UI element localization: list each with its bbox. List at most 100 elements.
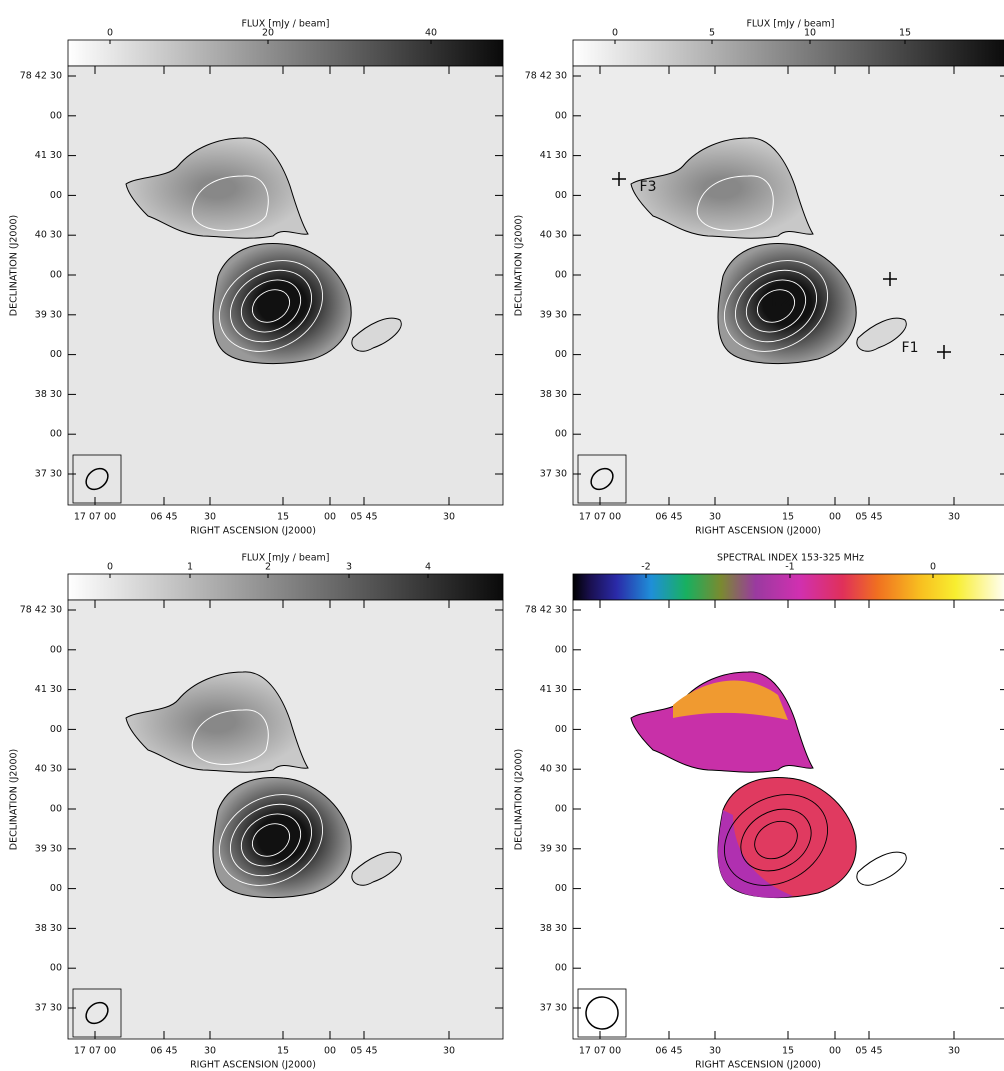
x-tick-label: 17 07 00 [74,512,116,523]
south-contour [218,794,324,886]
y-tick-label: 78 42 30 [20,605,62,616]
y-tick-label: 00 [50,644,62,655]
y-tick-label: 00 [555,349,567,360]
colorbar-tick-label: 5 [709,28,715,39]
plot-frame [67,599,504,1040]
x-axis-label: RIGHT ASCENSION (J2000) [695,1060,821,1071]
north-lobe [630,137,814,239]
contour [754,820,798,860]
north-contour [191,175,269,231]
y-tick-label: 41 30 [540,684,567,695]
south-contour [745,279,807,333]
x-tick-label: 30 [204,512,216,523]
y-tick-label: 38 30 [540,389,567,400]
x-axis-label: RIGHT ASCENSION (J2000) [190,526,316,537]
x-tick-label: 30 [443,512,455,523]
contour [740,808,812,872]
colorbar-tick-label: -1 [785,562,794,573]
south-contour [218,260,324,352]
y-tick-label: 41 30 [35,684,62,695]
south-lobe [212,776,352,899]
y-tick-label: 00 [555,429,567,440]
south-contour [251,289,291,323]
south-contour [756,289,796,323]
colorbar-tick-label: 10 [804,28,816,39]
x-tick-label: 06 45 [150,512,177,523]
x-tick-label: 17 07 00 [74,1046,116,1057]
colorbar [572,39,1004,67]
colorbar-tick-label: 0 [930,562,936,573]
colorbar-label: SPECTRAL INDEX 153-325 MHz [717,553,864,564]
panel: SPECTRAL INDEX 153-325 MHz -2 -1 0 78 42 30 0… [514,553,1004,1071]
source-label: F3 [640,179,657,195]
y-tick-label: 41 30 [35,150,62,161]
south-lobe [717,242,857,365]
y-tick-label: 78 42 30 [525,71,567,82]
y-tick-label: 00 [50,724,62,735]
north-lobe [125,671,309,773]
f1-source [856,317,907,352]
beam [590,467,614,491]
north-contour [696,175,774,231]
plot-frame [67,65,504,506]
south-contour [251,823,291,857]
colorbar-label: FLUX [mJy / beam] [746,19,834,30]
colorbar-tick-label: -2 [641,562,650,573]
x-tick-label: 17 07 00 [579,512,621,523]
beam [85,1001,109,1025]
x-tick-label: 30 [709,1046,721,1057]
x-tick-label: 15 [782,1046,794,1057]
x-axis-label: RIGHT ASCENSION (J2000) [190,1060,316,1071]
y-tick-label: 00 [50,110,62,121]
beam-box [72,454,122,504]
colorbar-tick-label: 0 [107,28,113,39]
source-label: F1 [902,340,919,356]
x-tick-label: 15 [277,1046,289,1057]
source-label: F2 [771,294,790,310]
y-tick-label: 00 [50,804,62,815]
north-lobe [125,137,309,239]
y-tick-label: 37 30 [35,1003,62,1014]
y-tick-label: 39 30 [35,843,62,854]
y-axis-label: DECLINATION (J2000) [514,215,525,317]
x-tick-label: 06 45 [655,512,682,523]
x-tick-label: 06 45 [150,1046,177,1057]
x-tick-label: 00 [829,512,841,523]
y-tick-label: 00 [50,883,62,894]
colorbar-tick-label: 20 [262,28,274,39]
north-contour [191,709,269,765]
beam [585,996,619,1030]
colorbar-tick-label: 2 [265,562,271,573]
beam-box [72,988,122,1038]
x-tick-label: 15 [277,512,289,523]
y-tick-label: 40 30 [540,230,567,241]
y-tick-label: 78 42 30 [20,71,62,82]
x-tick-label: 30 [709,512,721,523]
south-lobe [212,242,352,365]
y-axis-label: DECLINATION (J2000) [9,215,20,317]
south-contour [734,269,818,343]
y-tick-label: 00 [555,883,567,894]
beam-box [577,988,627,1038]
y-tick-label: 00 [50,190,62,201]
colorbar-tick-label: 0 [107,562,113,573]
x-tick-label: 06 45 [655,1046,682,1057]
beam [85,467,109,491]
y-tick-label: 00 [555,644,567,655]
colorbar-label: FLUX [mJy / beam] [241,19,329,30]
colorbar-tick-label: 15 [899,28,911,39]
y-tick-label: 38 30 [35,923,62,934]
f1-source [351,317,402,352]
colorbar-label: FLUX [mJy / beam] [241,553,329,564]
y-tick-label: 78 42 30 [525,605,567,616]
beam-box [577,454,627,504]
colorbar-tick-label: 0 [612,28,618,39]
spectral-south-edge [718,810,793,898]
colorbar [572,573,1004,601]
panel: FLUX [mJy / beam] 0 5 10 15 78 42 30 00 41 30 00… [514,19,1004,537]
y-tick-label: 37 30 [35,469,62,480]
x-tick-label: 15 [782,512,794,523]
y-tick-label: 00 [50,963,62,974]
south-contour [240,813,302,867]
x-tick-label: 30 [948,512,960,523]
